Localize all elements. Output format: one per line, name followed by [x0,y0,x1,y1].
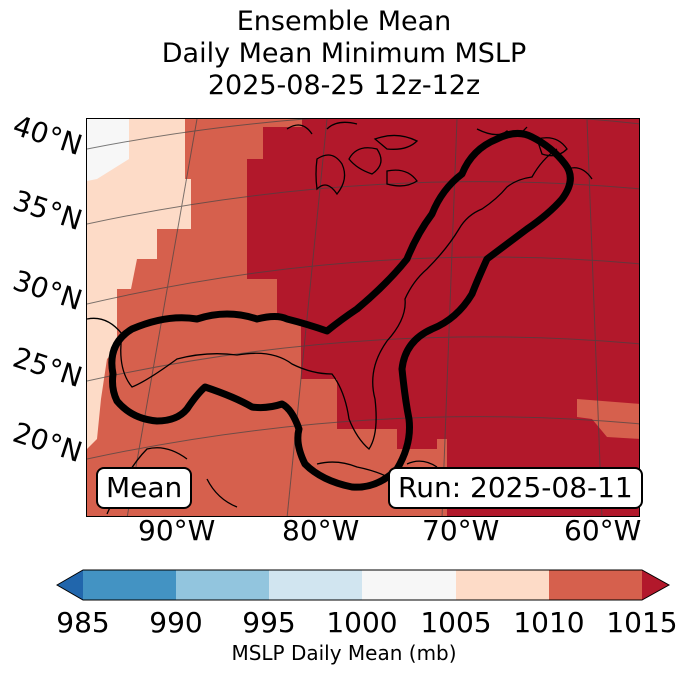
colorbar-tick-985: 985 [56,606,110,639]
colorbar-tick-1005: 1005 [420,606,492,639]
title-line-2: Daily Mean Minimum MSLP [161,38,527,69]
lat-label-25: 25°N [8,340,87,395]
lon-label-90w: 90°W [138,514,216,547]
colorbar-tick-1000: 1000 [326,606,398,639]
ensemble-contour [108,130,574,491]
colorbar-tick-1010: 1010 [513,606,585,639]
lon-label-70w: 70°W [422,514,500,547]
field-1000-1005 [87,119,129,181]
lon-label-80w: 80°W [282,514,360,547]
colorbar-extend-low [57,570,83,600]
colorbar [55,569,671,601]
title-line-1: Ensemble Mean [236,6,452,37]
colorbar-tick-990: 990 [149,606,203,639]
lon-label-60w: 60°W [564,514,642,547]
title-line-3: 2025-08-25 12z-12z [207,70,481,101]
run-date-box: Run: 2025-08-11 [388,467,643,509]
colorbar-tick-1015: 1015 [606,606,678,639]
colorbar-band-1005-1010 [456,570,549,600]
colorbar-band-995-1000 [269,570,362,600]
colorbar-label: MSLP Daily Mean (mb) [231,641,457,665]
colorbar-band-1000-1005 [362,570,456,600]
coastlines [87,121,593,515]
colorbar-band-985-990 [83,570,176,600]
colorbar-band-990-995 [176,570,269,600]
colorbar-band-1010-1015 [549,570,642,600]
chart-title: Ensemble Mean Daily Mean Minimum MSLP 20… [0,6,688,102]
field-1005-1010 [87,119,191,449]
colorbar-outline [55,569,671,601]
lat-label-40: 40°N [8,108,87,163]
map-panel [86,118,640,517]
lat-label-35: 35°N [8,183,87,238]
mean-label-box: Mean [96,467,193,509]
colorbar-tick-995: 995 [242,606,296,639]
map-svg [87,119,639,516]
field-1010-1015-east [577,399,639,439]
colorbar-extend-high [642,570,669,600]
lat-label-20: 20°N [8,415,87,470]
lat-label-30: 30°N [8,263,87,318]
